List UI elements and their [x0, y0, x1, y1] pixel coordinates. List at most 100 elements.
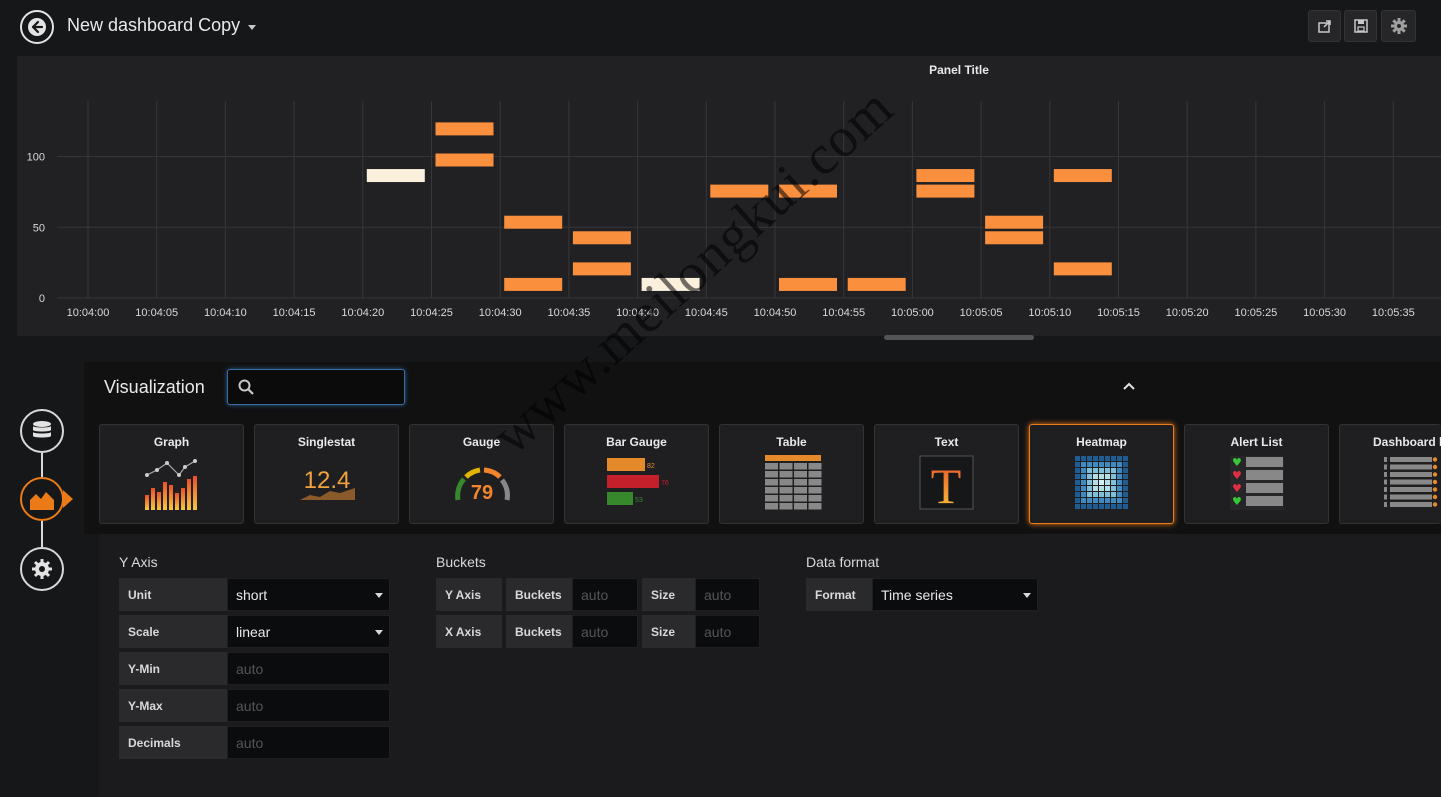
heatmap-cell[interactable]	[366, 169, 425, 183]
save-icon	[1353, 19, 1368, 33]
decimals-input[interactable]: auto	[227, 726, 390, 759]
heatmap-icon-cell	[1081, 486, 1086, 491]
heatmap-icon-cell	[1087, 474, 1092, 479]
heatmap-cell[interactable]	[641, 277, 700, 291]
x-size-input[interactable]: auto	[695, 615, 760, 648]
heatmap-cell[interactable]	[572, 262, 631, 276]
share-button[interactable]	[1308, 10, 1341, 42]
heatmap-cell[interactable]	[847, 277, 906, 291]
y-buckets-input[interactable]: auto	[572, 578, 638, 611]
panel-scrollbar[interactable]	[884, 335, 1034, 340]
x-tick-label: 10:04:00	[67, 307, 110, 319]
unit-select[interactable]: short	[227, 578, 390, 611]
viz-card-name: Graph	[153, 435, 190, 449]
queries-step[interactable]	[20, 409, 64, 453]
table-icon-cell	[765, 463, 778, 470]
table-icon-cell	[779, 479, 793, 486]
heatmap-cell[interactable]	[504, 277, 563, 291]
data-format-section-title: Data format	[806, 554, 880, 570]
heatmap-icon-cell	[1075, 462, 1080, 467]
save-button[interactable]	[1344, 10, 1377, 42]
heatmap-icon-cell	[1117, 462, 1122, 467]
heatmap-panel: Panel Title 0 50 100 10:04:00 10:04:05 10:04:…	[17, 56, 1441, 340]
heatmap-icon-cell	[1075, 498, 1080, 503]
heatmap-icon-cell	[1105, 480, 1110, 485]
settings-button[interactable]	[1381, 10, 1416, 42]
heatmap-icon-cell	[1123, 480, 1128, 485]
dashlist-icon-bullet	[1384, 494, 1387, 500]
heatmap-cell[interactable]	[779, 184, 837, 198]
text-icon-glyph: T	[931, 458, 962, 514]
heatmap-cell[interactable]	[916, 169, 975, 183]
active-step-pointer	[63, 490, 73, 508]
visualization-step[interactable]	[20, 477, 64, 521]
viz-card-singlestat[interactable]: Singlestat 12.4	[254, 424, 399, 524]
panel-title[interactable]: Panel Title	[929, 63, 989, 77]
x-tick-label: 10:05:15	[1097, 307, 1140, 319]
buckets-y-axis-label: Y Axis	[436, 578, 502, 611]
heatmap-cell[interactable]	[779, 277, 837, 291]
singlestat-icon: 12.4	[300, 467, 355, 500]
unit-value: short	[236, 586, 268, 603]
svg-text:♥: ♥	[1232, 495, 1242, 508]
x-tick-label: 10:04:20	[341, 307, 384, 319]
table-icon-cell	[794, 487, 807, 494]
heatmap-icon-cell	[1075, 468, 1080, 473]
heatmap-icon-cell	[1117, 498, 1122, 503]
gauge-icon: 79	[455, 467, 510, 504]
viz-card-name: Singlestat	[297, 435, 356, 449]
table-icon-cell	[794, 479, 807, 486]
x-tick-label: 10:04:10	[204, 307, 247, 319]
back-button[interactable]	[20, 10, 54, 44]
visualization-search[interactable]	[227, 369, 405, 405]
format-value: Time series	[881, 586, 953, 603]
viz-card-name: Gauge	[462, 435, 501, 449]
heatmap-icon-cell	[1111, 504, 1116, 509]
heatmap-icon-cell	[1093, 486, 1098, 491]
viz-card-text[interactable]: Text T	[874, 424, 1019, 524]
dashboard-title[interactable]: New dashboard Copy	[67, 15, 257, 36]
table-icon-cell	[765, 471, 778, 478]
y-size-input[interactable]: auto	[695, 578, 760, 611]
heatmap-cell[interactable]	[504, 215, 563, 229]
heatmap-icon-cell	[1093, 492, 1098, 497]
table-icon-cell	[808, 471, 822, 478]
viz-card-table[interactable]: Table	[719, 424, 864, 524]
heatmap-icon-cell	[1087, 498, 1092, 503]
x-tick-label: 10:05:05	[960, 307, 1003, 319]
heatmap-cell[interactable]	[916, 184, 975, 198]
heatmap-cell[interactable]	[985, 215, 1044, 229]
viz-card-heatmap[interactable]: Heatmap	[1029, 424, 1174, 524]
ymin-input[interactable]: auto	[227, 652, 390, 685]
viz-card-graph[interactable]: Graph	[99, 424, 244, 524]
heatmap-cell[interactable]	[435, 122, 494, 136]
viz-card-gauge[interactable]: Gauge 79	[409, 424, 554, 524]
x-buckets-input[interactable]: auto	[572, 615, 638, 648]
svg-text:♥: ♥	[1232, 482, 1242, 495]
collapse-button[interactable]	[1122, 379, 1136, 393]
heatmap-cell[interactable]	[1053, 262, 1112, 276]
heatmap-cell[interactable]	[572, 231, 631, 245]
heatmap-cell[interactable]	[985, 231, 1044, 245]
dashlist-icon-row	[1390, 479, 1432, 485]
viz-card-dashboard-list[interactable]: Dashboard list	[1339, 424, 1441, 524]
heatmap-cell[interactable]	[710, 184, 769, 198]
gear-icon	[1390, 18, 1407, 34]
table-icon-cell	[765, 495, 778, 502]
heatmap-icon-cell	[1117, 480, 1122, 485]
heatmap-cell[interactable]	[435, 153, 494, 167]
format-select[interactable]: Time series	[872, 578, 1038, 611]
search-input[interactable]	[262, 379, 392, 395]
table-icon	[765, 455, 822, 510]
viz-card-bar-gauge[interactable]: Bar Gauge 82 76 53	[564, 424, 709, 524]
ymax-input[interactable]: auto	[227, 689, 390, 722]
dashlist-icon-star	[1432, 487, 1438, 492]
viz-card-alert-list[interactable]: Alert List ♥ ♥ ♥ ♥	[1184, 424, 1329, 524]
heatmap-icon-cell	[1081, 456, 1086, 461]
bar-gauge-value: 76	[661, 480, 669, 487]
general-step[interactable]	[20, 547, 64, 591]
heatmap-cell[interactable]	[1053, 169, 1112, 183]
scale-label: Scale	[119, 615, 227, 648]
scale-select[interactable]: linear	[227, 615, 390, 648]
heatmap-icon-cell	[1087, 462, 1092, 467]
